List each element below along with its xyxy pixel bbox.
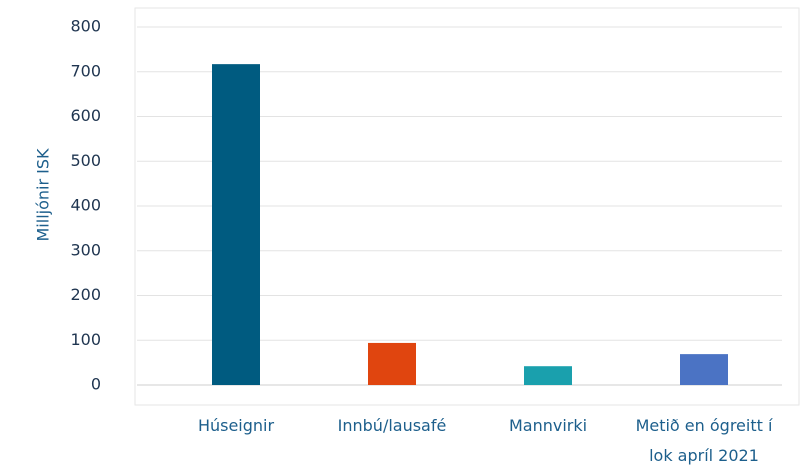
bar xyxy=(680,354,728,385)
y-tick-label: 400 xyxy=(70,196,101,215)
y-tick-label: 100 xyxy=(70,330,101,349)
y-axis-label: Milljónir ISK xyxy=(34,148,53,242)
bar xyxy=(212,64,260,385)
plot-frame xyxy=(134,7,800,406)
x-tick-label: Metið en ógreitt í lok apríl 2021 xyxy=(636,416,773,465)
y-tick-label: 200 xyxy=(70,285,101,304)
y-tick-label: 0 xyxy=(91,375,101,394)
bar xyxy=(524,366,572,385)
y-tick-label: 600 xyxy=(70,106,101,125)
y-tick-label: 500 xyxy=(70,151,101,170)
x-tick-label: Mannvirki xyxy=(509,416,587,435)
bar xyxy=(368,342,416,385)
x-tick-label: Húseignir xyxy=(198,416,275,435)
y-tick-label: 700 xyxy=(70,61,101,80)
y-tick-label: 300 xyxy=(70,240,101,259)
y-tick-label: 800 xyxy=(70,17,101,36)
x-tick-label: Innbú/lausafé xyxy=(338,416,447,435)
